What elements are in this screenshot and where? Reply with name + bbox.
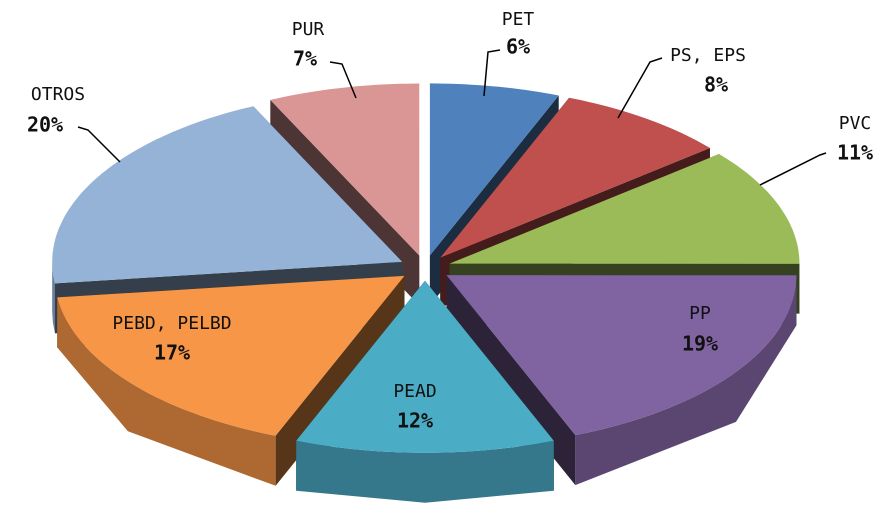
slice-name: PS, EPS [670, 45, 746, 66]
slice-name: PP [689, 303, 711, 324]
leader-line [759, 152, 827, 186]
slice [270, 83, 420, 256]
slice-value-label: 8% [704, 73, 728, 97]
slice [52, 106, 403, 284]
slice-wall [57, 297, 276, 486]
slice-value-label: 7% [293, 47, 317, 71]
leader-line [617, 57, 663, 119]
slice [57, 275, 405, 436]
slice [449, 154, 800, 264]
slice-value-label: 11% [837, 141, 873, 165]
slice-name: PET [502, 9, 535, 30]
slice-value-label: 20% [27, 113, 63, 137]
slice-name: PUR [292, 19, 325, 40]
leader-line [77, 126, 121, 163]
slice [446, 275, 797, 436]
slice [429, 83, 559, 256]
leader-line [329, 61, 357, 99]
slice [296, 280, 554, 453]
slice-name: PEBD, PELBD [112, 313, 231, 334]
slice-value-label: 12% [397, 409, 433, 433]
slice-wall [52, 261, 55, 334]
slice-wall [296, 440, 554, 503]
slice-name: OTROS [31, 84, 85, 105]
slice-name: PEAD [393, 381, 436, 402]
slice-value-label: 6% [506, 35, 530, 59]
slice-name: PVC [839, 113, 872, 134]
slice-value-label: 19% [682, 332, 718, 356]
leader-line [483, 49, 501, 97]
slice [440, 97, 710, 258]
slice-wall [575, 275, 797, 486]
slice-value-label: 17% [154, 341, 190, 365]
